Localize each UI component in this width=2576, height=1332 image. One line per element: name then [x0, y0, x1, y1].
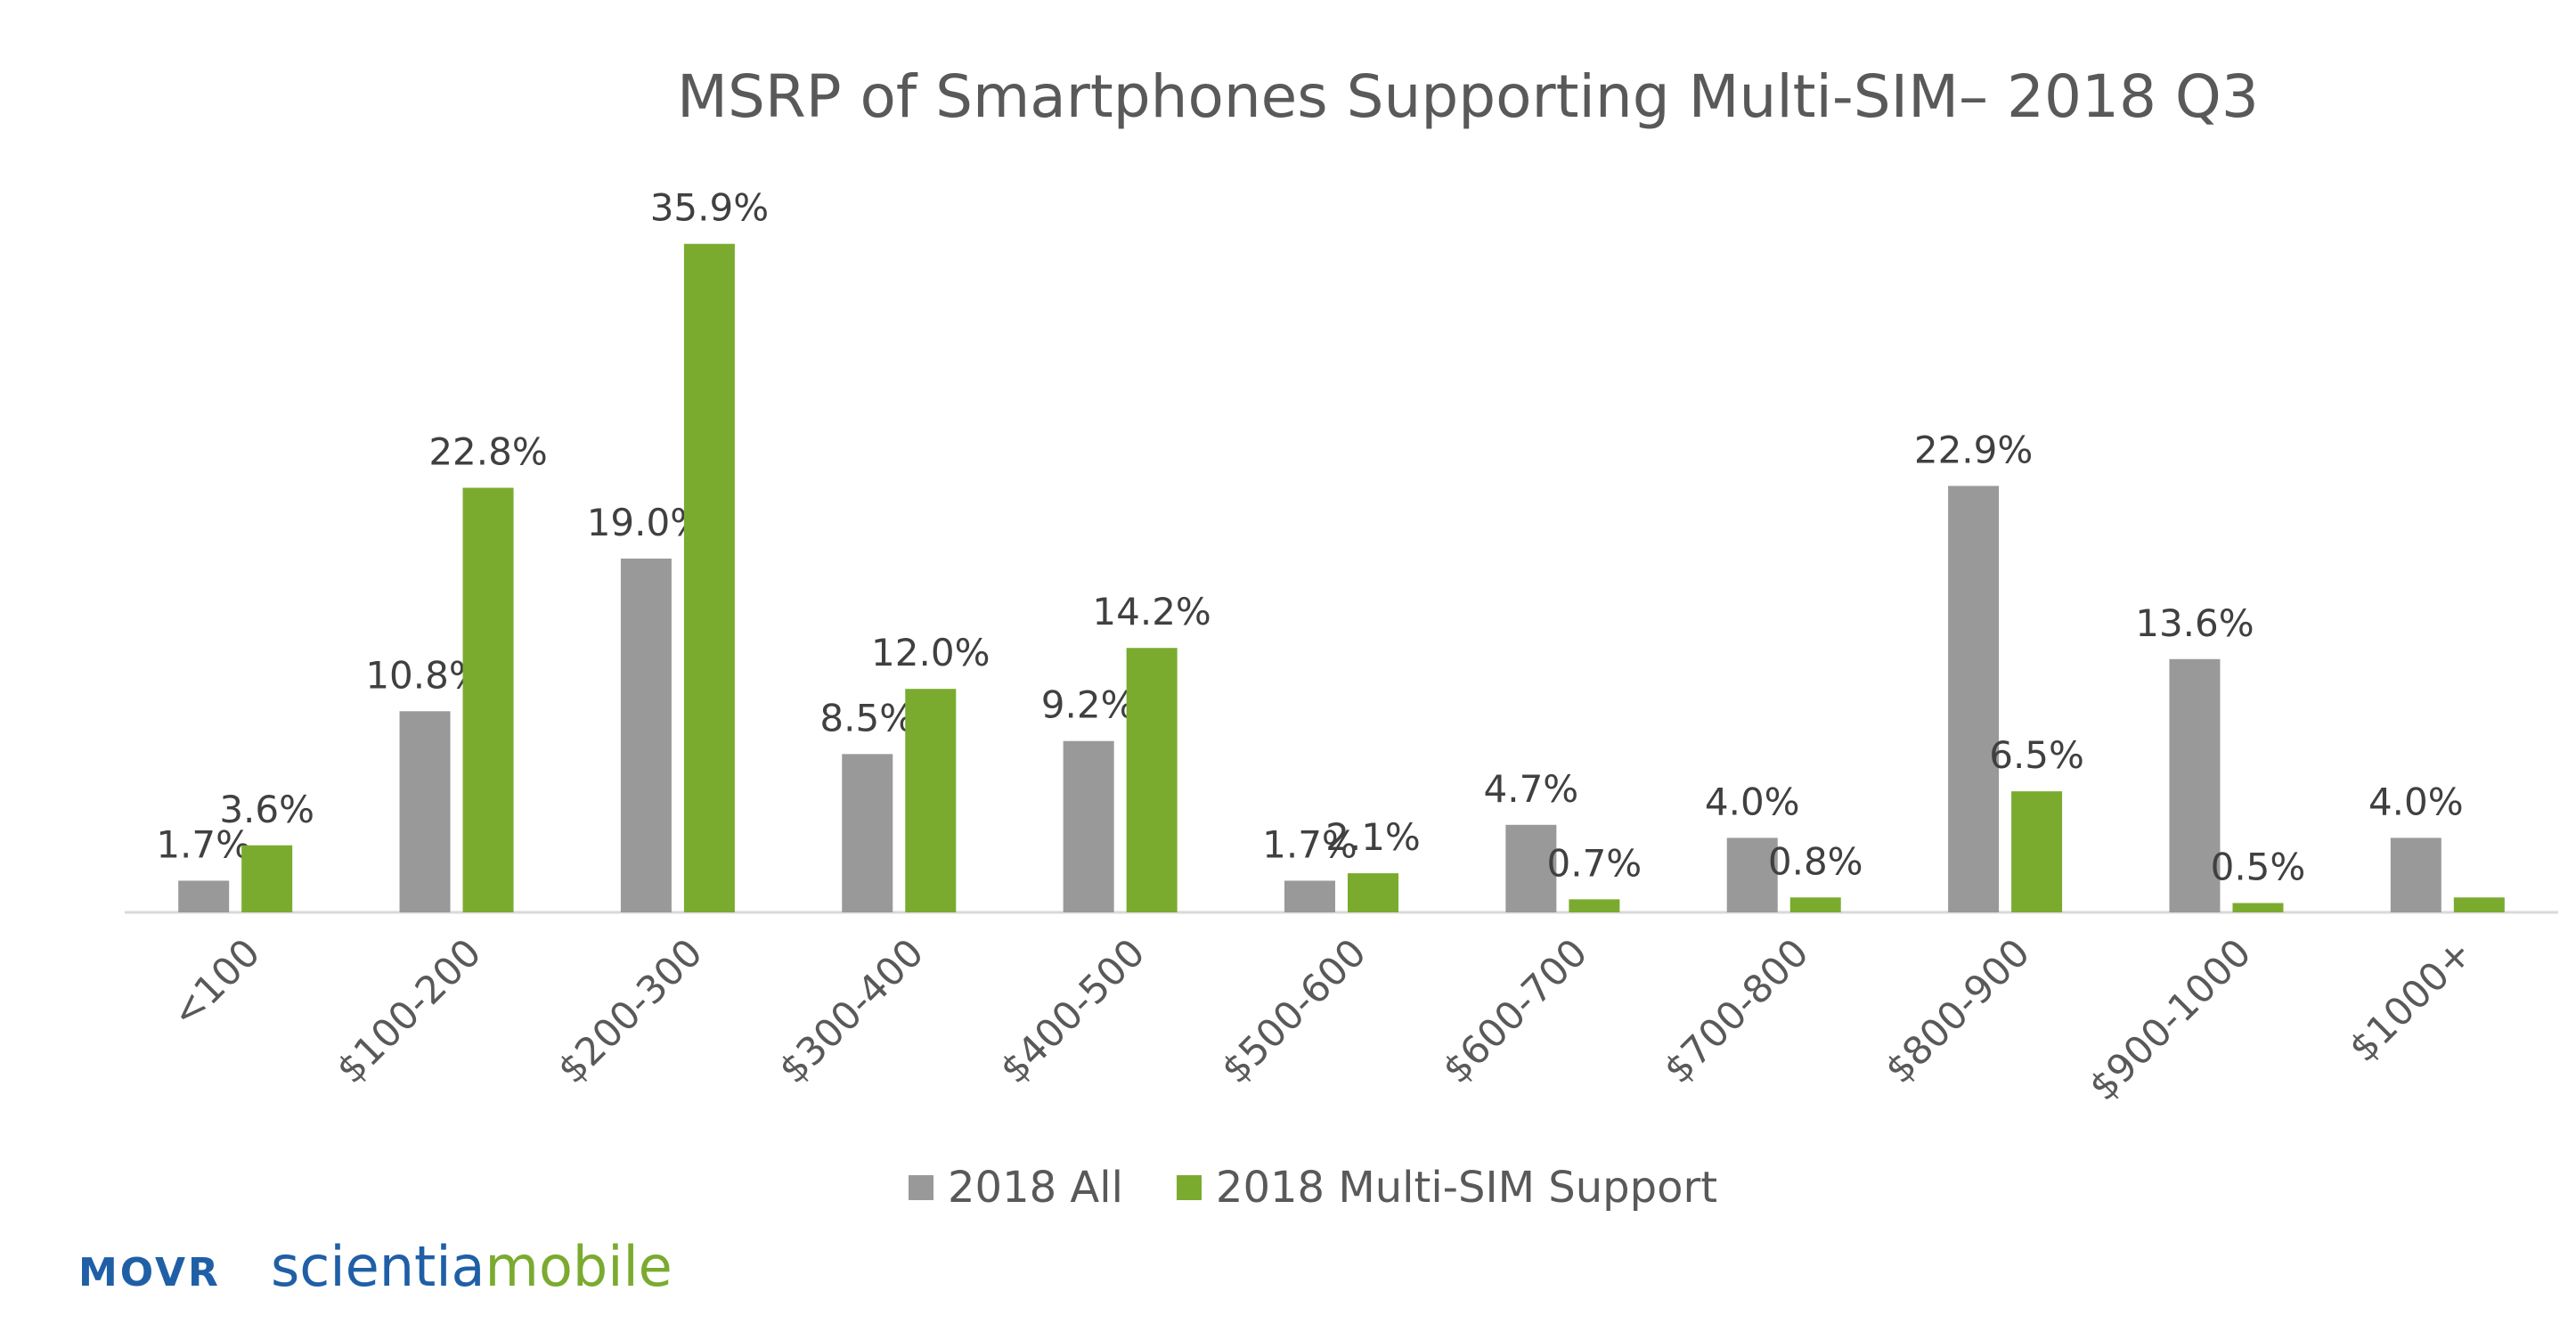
bar-multisim-8 [2011, 791, 2063, 912]
x-tick-label-9: $900-1000 [2081, 930, 2260, 1109]
scientiamobile-logo: scientiamobile [271, 1234, 673, 1299]
bar-multisim-10 [2453, 897, 2505, 912]
bar-all-7 [1726, 838, 1778, 912]
data-label-all-9: 13.6% [2135, 601, 2254, 645]
data-label-multisim-4: 14.2% [1092, 590, 1211, 633]
data-label-multisim-2: 35.9% [650, 186, 769, 230]
bar-multisim-9 [2232, 903, 2284, 912]
legend-item-all: 2018 All [909, 1163, 1123, 1213]
bar-multisim-7 [1789, 897, 1841, 912]
bar-all-6 [1505, 824, 1557, 912]
bar-multisim-2 [683, 243, 735, 912]
x-tick-label-10: $1000+ [2341, 930, 2482, 1071]
data-label-all-6: 4.7% [1484, 767, 1579, 811]
bar-all-8 [1948, 486, 2000, 912]
x-tick-label-2: $200-300 [550, 930, 712, 1092]
legend-swatch-all [909, 1175, 933, 1200]
data-label-multisim-1: 22.8% [428, 429, 547, 473]
x-tick-label-6: $600-700 [1434, 930, 1596, 1092]
bar-multisim-5 [1348, 873, 1398, 912]
data-label-all-7: 4.0% [1705, 780, 1800, 823]
x-tick-label-8: $800-900 [1877, 930, 2039, 1092]
bar-multisim-0 [241, 845, 293, 912]
bar-all-0 [178, 880, 230, 912]
x-tick-label-3: $300-400 [770, 930, 933, 1092]
data-label-all-0: 1.7% [156, 822, 251, 866]
data-label-multisim-0: 3.6% [219, 788, 314, 831]
bar-all-2 [620, 558, 672, 912]
x-tick-label-0: <100 [163, 930, 269, 1036]
bar-all-1 [399, 711, 451, 912]
scientiamobile-logo-part-1: scientia [270, 1234, 485, 1299]
x-tick-label-4: $400-500 [992, 930, 1154, 1092]
x-tick-label-5: $500-600 [1213, 930, 1375, 1092]
bar-all-10 [2390, 838, 2441, 912]
movr-logo: MOVR [78, 1250, 221, 1295]
data-label-multisim-8: 6.5% [1989, 733, 2084, 777]
data-label-multisim-7: 0.8% [1768, 839, 1863, 883]
bar-all-4 [1063, 740, 1114, 912]
data-label-all-5: 1.7% [1262, 822, 1357, 866]
legend-label-multisim: 2018 Multi-SIM Support [1215, 1163, 1718, 1213]
data-label-multisim-6: 0.7% [1547, 841, 1643, 885]
chart-title: MSRP of Smartphones Supporting Multi-SIM… [677, 62, 2259, 131]
data-label-multisim-3: 12.0% [871, 631, 990, 674]
bar-multisim-1 [462, 487, 514, 912]
data-label-multisim-5: 2.1% [1325, 815, 1421, 859]
bar-all-9 [2169, 658, 2221, 912]
brand-logos: MOVR scientiamobile [78, 1234, 673, 1299]
bar-all-5 [1284, 880, 1335, 912]
scientiamobile-logo-part-2: mobile [485, 1234, 673, 1299]
legend: 2018 All 2018 Multi-SIM Support [909, 1163, 1771, 1213]
data-label-multisim-9: 0.5% [2211, 846, 2306, 889]
legend-swatch-multisim [1176, 1175, 1202, 1200]
x-tick-label-7: $700-800 [1656, 930, 1818, 1092]
data-label-all-3: 8.5% [819, 696, 915, 740]
data-label-all-10: 4.0% [2368, 780, 2464, 823]
legend-label-all: 2018 All [948, 1163, 1123, 1213]
bar-all-3 [842, 754, 893, 912]
bar-multisim-6 [1569, 899, 1620, 912]
bar-multisim-4 [1126, 648, 1178, 912]
x-tick-label-1: $100-200 [329, 930, 491, 1092]
legend-item-multisim: 2018 Multi-SIM Support [1176, 1163, 1718, 1213]
data-label-all-8: 22.9% [1914, 428, 2033, 471]
bar-multisim-3 [905, 689, 957, 912]
chart-plot: 1.7%3.6%<10010.8%22.8%$100-20019.0%35.9%… [125, 186, 2558, 1110]
data-label-all-4: 9.2% [1041, 683, 1137, 727]
